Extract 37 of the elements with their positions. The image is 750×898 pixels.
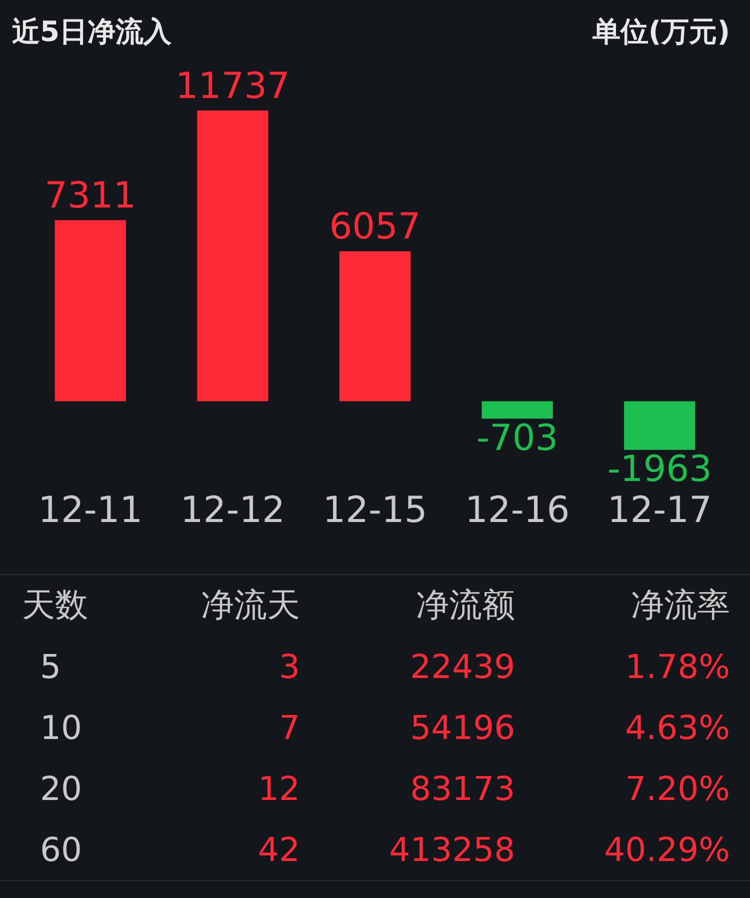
data-label: 40.29%	[603, 829, 731, 871]
data-label: 54196	[409, 707, 516, 749]
x-tick-label: 12-11	[38, 490, 143, 531]
data-label: 42	[257, 829, 302, 871]
bar	[339, 251, 411, 402]
category-label: 5	[39, 646, 62, 688]
data-label: 7.20%	[624, 768, 731, 810]
text: 净流率	[630, 584, 731, 626]
x-tick-label: 12-12	[180, 490, 285, 531]
data-label: 4.63%	[624, 707, 731, 749]
text: 单位(万元)	[592, 14, 730, 50]
data-label: 12	[257, 768, 302, 810]
x-tick-label: 12-16	[465, 490, 570, 531]
data-label: 83173	[409, 768, 516, 810]
data-label: -1963	[607, 449, 712, 490]
data-label: 11737	[175, 66, 290, 107]
data-label: -703	[476, 418, 558, 460]
data-label: 7	[278, 707, 302, 749]
text: 天数	[21, 584, 89, 626]
data-label: 1.78%	[624, 646, 731, 688]
bar	[54, 220, 126, 402]
x-tick-label: 12-17	[607, 490, 712, 531]
text: 净流额	[415, 584, 516, 626]
data-label: 413258	[388, 829, 516, 871]
category-label: 20	[39, 768, 83, 810]
bar	[482, 401, 553, 419]
data-label: 6057	[329, 206, 421, 248]
category-label: 60	[39, 829, 83, 871]
data-label: 22439	[409, 646, 516, 688]
bar	[624, 401, 696, 450]
x-tick-label: 12-15	[322, 490, 428, 531]
bar	[197, 110, 268, 402]
data-label: 3	[278, 646, 302, 688]
chart-title: 近5日净流入	[12, 14, 172, 50]
text: 净流天	[200, 584, 302, 626]
data-label: 7311	[44, 176, 136, 217]
category-label: 10	[39, 707, 83, 749]
